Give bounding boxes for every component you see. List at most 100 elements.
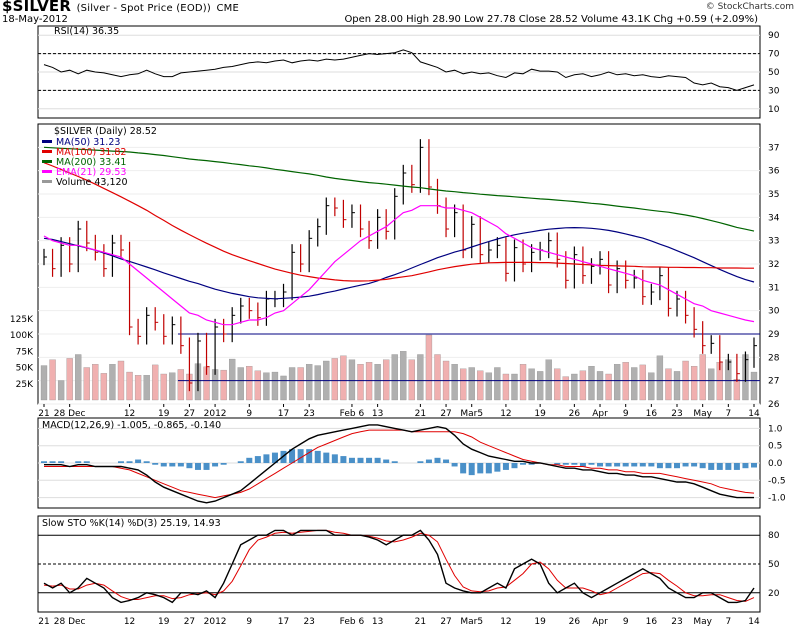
price-tick-label: 26 <box>768 400 780 410</box>
volume-bar <box>639 364 646 401</box>
volume-bar <box>648 372 655 401</box>
volume-bar <box>66 358 73 401</box>
macd-histogram-bar <box>571 463 578 465</box>
macd-histogram-bar <box>126 461 133 463</box>
volume-bar <box>75 354 82 401</box>
volume-bar <box>109 364 116 401</box>
volume-bar <box>477 370 484 401</box>
volume-bar <box>49 359 56 401</box>
macd-histogram-bar <box>135 459 142 463</box>
macd-histogram-bar <box>494 463 501 472</box>
macd-histogram-bar <box>485 463 492 474</box>
price-x-tick-label: 19 <box>158 409 170 419</box>
macd-histogram-bar <box>562 463 569 465</box>
volume-bar <box>733 379 741 401</box>
price-x-tick-label: 23 <box>303 409 314 419</box>
sto-x-tick-label: 27 <box>440 617 451 627</box>
price-x-tick-label: 23 <box>671 409 682 419</box>
price-tick-label: 35 <box>768 190 779 200</box>
volume-bar <box>562 376 569 401</box>
macd-histogram-bar <box>682 463 689 467</box>
price-series-line <box>43 226 755 300</box>
volume-bar <box>143 375 150 401</box>
volume-bar <box>117 360 125 401</box>
price-x-tick-label: 19 <box>534 409 546 419</box>
macd-histogram-bar <box>656 463 663 469</box>
volume-bar <box>160 373 167 401</box>
volume-tick-label: 50K <box>16 364 34 374</box>
volume-bar <box>545 359 552 401</box>
volume-bar <box>750 371 758 401</box>
volume-bar <box>229 358 236 401</box>
sto-x-tick-label: 21 <box>38 617 49 627</box>
price-x-tick-label: 9 <box>623 409 629 419</box>
sto-x-tick-label: 9 <box>623 617 629 627</box>
macd-histogram-bar <box>460 463 467 474</box>
macd-histogram-bar <box>699 463 706 469</box>
macd-histogram-bar <box>417 461 424 463</box>
volume-bar <box>374 364 381 401</box>
macd-histogram-bar <box>348 457 355 463</box>
price-x-tick-label: 26 <box>569 409 581 419</box>
legend-swatch <box>42 140 52 143</box>
macd-histogram-bar <box>425 459 432 463</box>
sto-x-tick-label: 14 <box>748 617 760 627</box>
macd-histogram-bar <box>58 461 65 463</box>
price-x-tick-label: 12 <box>500 409 511 419</box>
macd-histogram-bar <box>554 463 561 465</box>
symbol-description: (Silver - Spot Price (EOD)) <box>76 3 211 14</box>
brand-watermark: © StockCharts.com <box>705 2 794 12</box>
volume-bar <box>699 354 706 401</box>
sto-x-tick-label: 9 <box>246 617 252 627</box>
macd-histogram-bar <box>451 463 458 467</box>
price-x-tick-label: 7 <box>725 409 731 419</box>
sto-x-tick-label: 23 <box>303 617 314 627</box>
sto-x-tick-label: 19 <box>158 617 170 627</box>
price-tick-label: 33 <box>768 237 779 247</box>
sto-title: Slow STO %K(14) %D(3) 25.19, 14.93 <box>42 518 221 529</box>
price-tick-label: 31 <box>768 283 779 293</box>
macd-histogram-bar <box>331 454 338 463</box>
volume-bar <box>468 367 475 401</box>
volume-bar <box>554 368 561 401</box>
volume-bar <box>494 367 501 401</box>
volume-tick-label: 75K <box>16 347 34 357</box>
sto-x-tick-label: 7 <box>725 617 731 627</box>
macd-histogram-bar <box>622 463 629 467</box>
volume-bar <box>571 373 578 401</box>
volume-bar <box>314 365 321 401</box>
macd-histogram-bar <box>186 463 193 469</box>
macd-histogram-bar <box>502 463 509 470</box>
macd-histogram-bar <box>648 463 655 467</box>
macd-histogram-bar <box>588 463 595 465</box>
price-x-tick-label: 28 Dec <box>54 409 86 419</box>
macd-histogram-bar <box>528 463 535 465</box>
volume-bar <box>306 364 313 401</box>
sto-x-tick-label: 28 Dec <box>54 617 86 627</box>
sto-x-tick-label: 27 <box>184 617 195 627</box>
rsi-tick-label: 30 <box>768 86 780 96</box>
volume-bar <box>152 364 159 401</box>
sto-tick-label: 80 <box>768 531 780 541</box>
volume-bar <box>665 368 672 401</box>
macd-signal-line <box>44 429 755 499</box>
sto-x-tick-label: 13 <box>372 617 383 627</box>
macd-histogram-bar <box>614 463 621 467</box>
volume-bar <box>297 367 304 401</box>
macd-tick-label: -1.0 <box>768 494 786 504</box>
macd-histogram-bar <box>631 463 638 467</box>
macd-histogram-bar <box>237 461 244 463</box>
sto-x-tick-label: 16 <box>646 617 658 627</box>
volume-bar <box>357 364 364 401</box>
volume-bar <box>271 371 279 401</box>
volume-bar <box>126 371 133 401</box>
price-series-line <box>43 146 755 232</box>
macd-histogram-bar <box>597 463 604 467</box>
volume-bar <box>434 354 441 401</box>
price-tick-label: 36 <box>768 167 780 177</box>
macd-histogram-bar <box>203 463 210 470</box>
volume-bar <box>460 368 467 401</box>
volume-bar <box>254 370 262 401</box>
volume-bar <box>331 358 338 401</box>
